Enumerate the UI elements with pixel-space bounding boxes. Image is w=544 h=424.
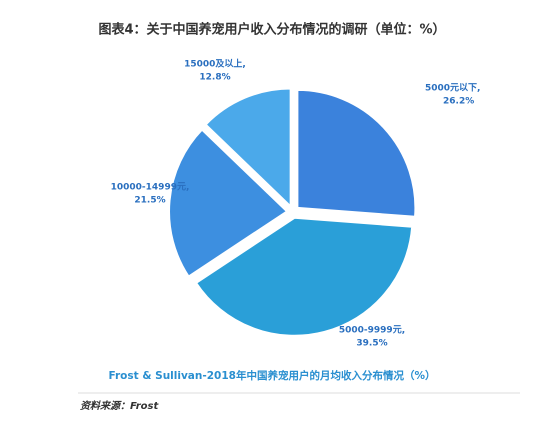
pie-slice — [204, 87, 292, 209]
slice-value: 12.8% — [199, 73, 230, 83]
slice-label: 10000-14999元, — [111, 182, 190, 193]
slice-value: 21.5% — [134, 196, 165, 206]
pie-slice — [296, 88, 417, 218]
slice-label: 15000及以上, — [184, 58, 246, 70]
slice-value: 26.2% — [443, 97, 474, 107]
chart-subtitle: Frost & Sullivan-2018年中国养宠用户的月均收入分布情况（%） — [109, 369, 436, 382]
source: 资料来源：Frost — [80, 400, 159, 412]
chart-title: 图表4：关于中国养宠用户收入分布情况的调研（单位：%） — [98, 22, 445, 38]
slice-label: 5000-9999元, — [339, 325, 405, 336]
slice-label: 5000元以下, — [425, 83, 480, 94]
pie-slice — [194, 216, 414, 337]
slice-value: 39.5% — [356, 339, 387, 349]
pie-slice — [168, 128, 289, 278]
